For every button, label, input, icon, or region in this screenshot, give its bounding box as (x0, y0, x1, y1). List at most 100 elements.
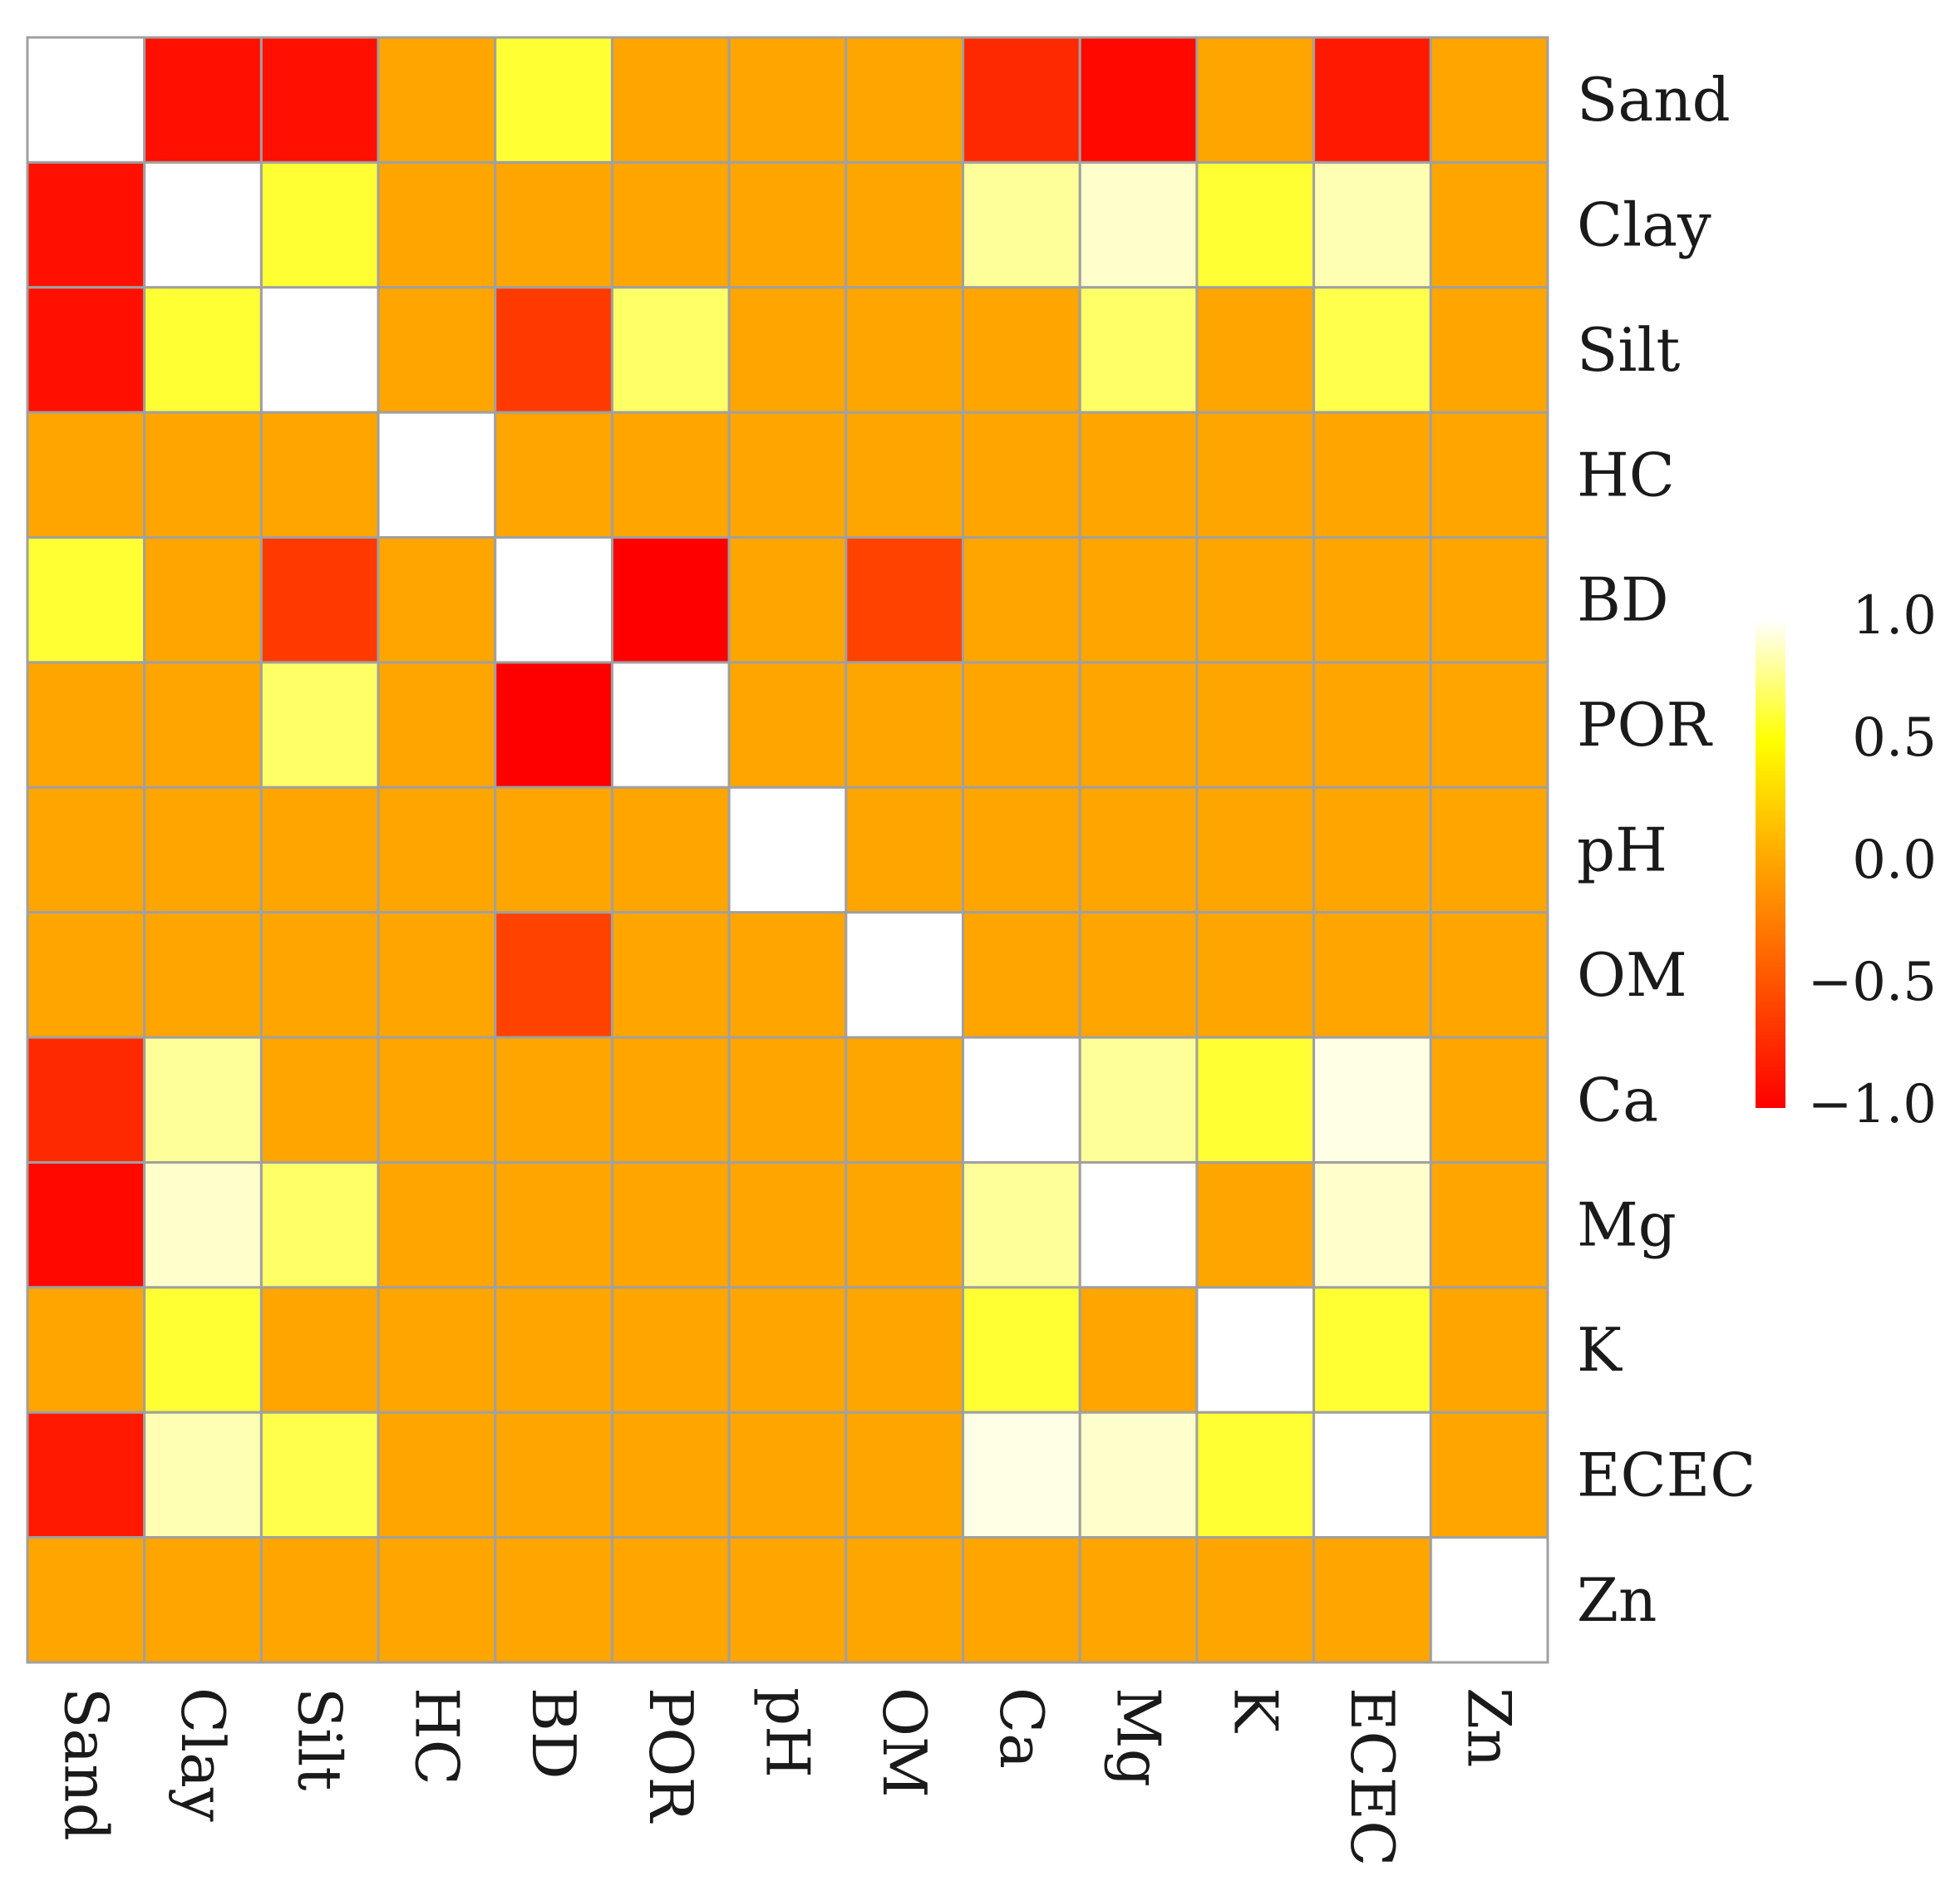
heatmap-cell-ph-zn (1429, 785, 1549, 914)
heatmap-cell-bd-ca (962, 536, 1081, 664)
heatmap-cell-ecec-ecec (1312, 1411, 1432, 1539)
heatmap-cell-hc-por (610, 411, 731, 539)
heatmap-cell-mg-silt (259, 1160, 380, 1289)
heatmap-cell-por-hc (377, 661, 497, 789)
heatmap-cell-sand-sand (26, 36, 146, 164)
heatmap-cell-clay-silt (259, 160, 380, 289)
heatmap-cell-clay-zn (1429, 160, 1549, 289)
heatmap-cell-por-ca (962, 661, 1081, 789)
heatmap-cell-om-om (845, 911, 965, 1039)
heatmap-cell-sand-clay (143, 36, 263, 164)
heatmap-cell-k-por (610, 1286, 731, 1414)
heatmap-cell-ca-por (610, 1036, 731, 1164)
row-label-por: POR (1577, 690, 1712, 760)
heatmap-cell-k-k (1195, 1286, 1316, 1414)
heatmap-cell-om-clay (143, 911, 263, 1039)
heatmap-cell-om-zn (1429, 911, 1549, 1039)
column-label-ecec: ECEC (1337, 1687, 1407, 1866)
heatmap-cell-ph-ecec (1312, 785, 1432, 914)
heatmap-cell-zn-zn (1429, 1536, 1549, 1664)
heatmap-cell-ph-bd (494, 785, 613, 914)
heatmap-cell-om-sand (26, 911, 146, 1039)
heatmap-cell-zn-clay (143, 1536, 263, 1664)
row-label-zn: Zn (1577, 1565, 1657, 1635)
column-label-hc: HC (401, 1687, 471, 1785)
column-label-zn: Zn (1455, 1687, 1524, 1767)
heatmap-cell-bd-bd (494, 536, 613, 664)
row-label-om: OM (1577, 940, 1687, 1010)
heatmap-cell-k-ca (962, 1286, 1081, 1414)
heatmap-cell-om-mg (1078, 911, 1199, 1039)
row-label-sand: Sand (1577, 65, 1731, 135)
heatmap-cell-ph-por (610, 785, 731, 914)
heatmap-cell-ph-mg (1078, 785, 1199, 914)
heatmap-cell-ca-ecec (1312, 1036, 1432, 1164)
heatmap-cell-mg-k (1195, 1160, 1316, 1289)
heatmap-cell-clay-clay (143, 160, 263, 289)
heatmap-cell-silt-ecec (1312, 286, 1432, 414)
heatmap-cell-por-om (845, 661, 965, 789)
heatmap-cell-zn-ecec (1312, 1536, 1432, 1664)
heatmap-cell-por-clay (143, 661, 263, 789)
heatmap-cell-om-silt (259, 911, 380, 1039)
heatmap-cell-hc-om (845, 411, 965, 539)
heatmap-cell-ecec-bd (494, 1411, 613, 1539)
row-label-ca: Ca (1577, 1065, 1658, 1135)
heatmap-cell-ca-k (1195, 1036, 1316, 1164)
column-label-k: K (1220, 1687, 1290, 1733)
heatmap-cell-k-zn (1429, 1286, 1549, 1414)
heatmap-cell-sand-mg (1078, 36, 1199, 164)
heatmap-cell-sand-hc (377, 36, 497, 164)
heatmap-cell-hc-ca (962, 411, 1081, 539)
heatmap-cell-clay-ecec (1312, 160, 1432, 289)
column-label-clay: Clay (168, 1687, 238, 1822)
heatmap-cell-clay-por (610, 160, 731, 289)
heatmap-cell-hc-ecec (1312, 411, 1432, 539)
heatmap-cell-bd-sand (26, 536, 146, 664)
heatmap-cell-mg-om (845, 1160, 965, 1289)
heatmap-cell-mg-ecec (1312, 1160, 1432, 1289)
heatmap-cell-mg-ph (727, 1160, 848, 1289)
heatmap-cell-k-bd (494, 1286, 613, 1414)
heatmap-cell-zn-om (845, 1536, 965, 1664)
heatmap-cell-k-mg (1078, 1286, 1199, 1414)
heatmap-cell-ecec-mg (1078, 1411, 1199, 1539)
column-label-mg: Mg (1104, 1687, 1174, 1787)
heatmap-cell-bd-mg (1078, 536, 1199, 664)
heatmap-cell-silt-k (1195, 286, 1316, 414)
heatmap-cell-ph-sand (26, 785, 146, 914)
column-label-silt: Silt (285, 1687, 355, 1790)
heatmap-cell-bd-ecec (1312, 536, 1432, 664)
heatmap-cell-silt-om (845, 286, 965, 414)
heatmap-cell-zn-bd (494, 1536, 613, 1664)
heatmap-cell-mg-hc (377, 1160, 497, 1289)
heatmap-cell-ca-bd (494, 1036, 613, 1164)
heatmap-cell-clay-ca (962, 160, 1081, 289)
heatmap-cell-silt-sand (26, 286, 146, 414)
heatmap-cell-ecec-sand (26, 1411, 146, 1539)
heatmap-cell-ph-silt (259, 785, 380, 914)
heatmap-cell-hc-hc (377, 411, 497, 539)
heatmap-cell-clay-ph (727, 160, 848, 289)
heatmap-cell-por-k (1195, 661, 1316, 789)
heatmap-cell-sand-por (610, 36, 731, 164)
heatmap-cell-silt-zn (1429, 286, 1549, 414)
heatmap-cell-zn-hc (377, 1536, 497, 1664)
heatmap-cell-sand-silt (259, 36, 380, 164)
heatmap-cell-hc-zn (1429, 411, 1549, 539)
row-label-clay: Clay (1577, 190, 1711, 260)
heatmap-cell-por-silt (259, 661, 380, 789)
column-label-por: POR (636, 1687, 706, 1823)
heatmap-cell-ca-om (845, 1036, 965, 1164)
heatmap-cell-sand-ecec (1312, 36, 1432, 164)
colorbar-tick-label: −0.5 (1808, 952, 1937, 1013)
heatmap-cell-k-sand (26, 1286, 146, 1414)
heatmap-cell-por-ph (727, 661, 848, 789)
heatmap-cell-zn-ph (727, 1536, 848, 1664)
heatmap-cell-hc-ph (727, 411, 848, 539)
row-label-mg: Mg (1577, 1190, 1677, 1260)
heatmap-cell-ca-silt (259, 1036, 380, 1164)
heatmap-cell-por-sand (26, 661, 146, 789)
heatmap-cell-por-zn (1429, 661, 1549, 789)
